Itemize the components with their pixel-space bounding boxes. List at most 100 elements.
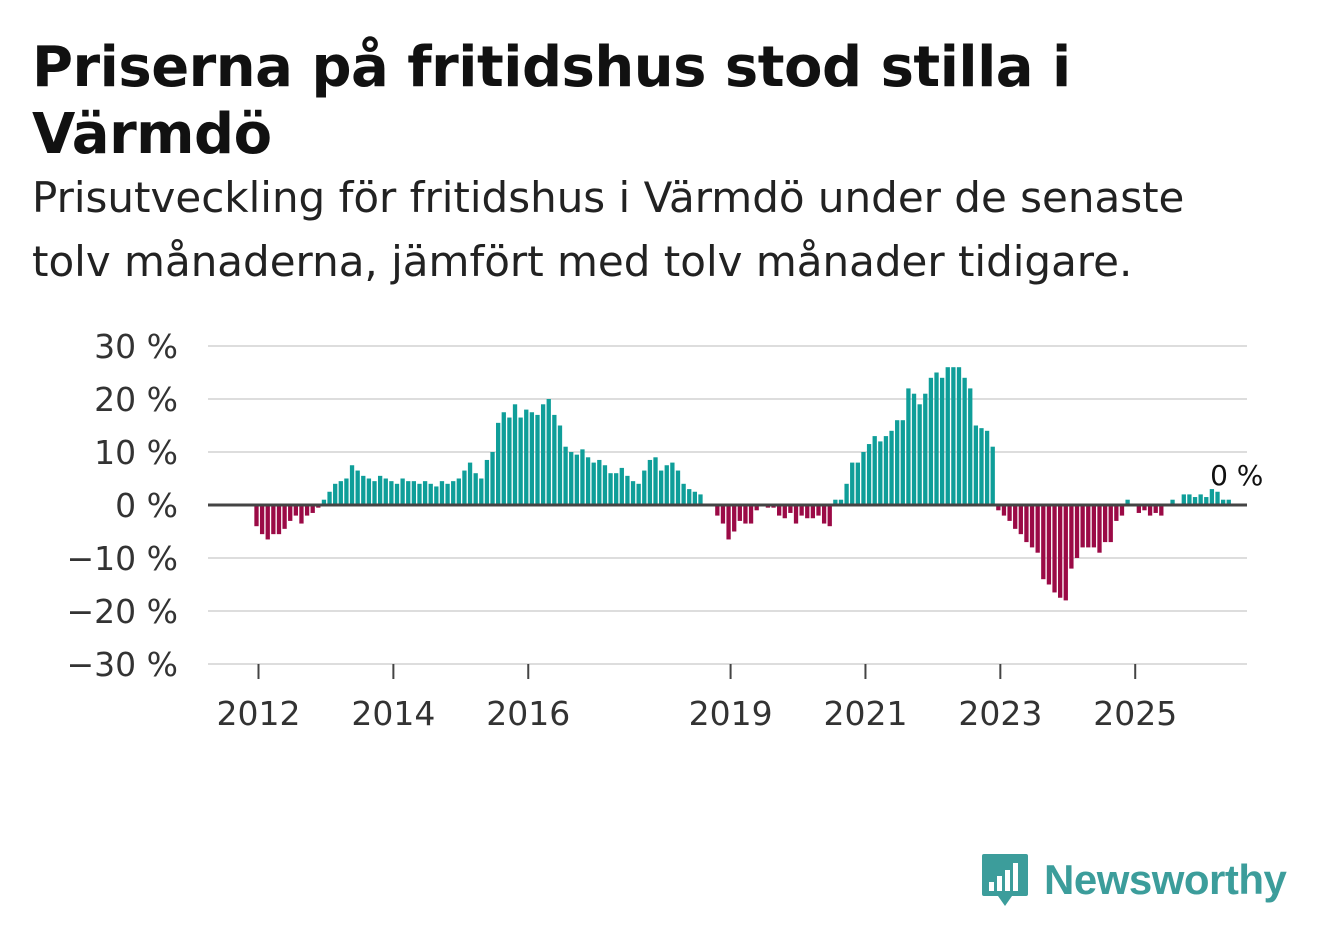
bar xyxy=(1035,505,1040,553)
bar xyxy=(923,393,928,505)
bar xyxy=(625,475,630,505)
bar xyxy=(951,367,956,505)
bar xyxy=(1142,505,1147,511)
bar xyxy=(400,478,405,505)
bar xyxy=(636,483,641,505)
bar xyxy=(417,483,422,505)
bar xyxy=(366,478,372,505)
bar xyxy=(394,483,400,505)
bar xyxy=(715,505,720,516)
bar xyxy=(310,505,315,513)
bar xyxy=(1058,505,1063,598)
bar xyxy=(990,446,995,505)
y-axis-labels: 30 % 20 % 10 % 0 % −10 % −20 % −30 % xyxy=(67,327,179,684)
bar xyxy=(608,473,613,505)
bar xyxy=(726,505,731,540)
bar xyxy=(490,452,495,505)
bar xyxy=(271,505,276,535)
bar xyxy=(1091,505,1097,548)
bar xyxy=(1159,505,1164,516)
bar xyxy=(349,465,355,505)
bar xyxy=(602,465,608,505)
bar xyxy=(327,491,332,505)
bar xyxy=(777,505,782,516)
x-tick-label: 2025 xyxy=(1093,694,1177,733)
bar xyxy=(614,473,619,505)
bar xyxy=(1052,505,1057,593)
bar xyxy=(1001,505,1007,516)
x-tick-label: 2012 xyxy=(217,694,301,733)
bar xyxy=(563,446,568,505)
bar xyxy=(968,388,973,505)
bar xyxy=(377,475,383,505)
bar xyxy=(406,481,411,505)
bar xyxy=(1114,505,1119,521)
bar xyxy=(917,404,922,505)
bar xyxy=(344,478,349,505)
bar xyxy=(1108,505,1113,543)
bar xyxy=(1007,505,1012,521)
bar xyxy=(1119,505,1125,516)
bar xyxy=(1181,494,1186,505)
bar xyxy=(805,505,810,519)
bar xyxy=(720,505,726,524)
bar xyxy=(524,409,529,505)
bar xyxy=(1220,499,1226,505)
bar xyxy=(793,505,799,524)
last-value-label: 0 % xyxy=(1210,459,1263,492)
bar xyxy=(748,505,754,524)
bar xyxy=(428,483,433,505)
bar xyxy=(1198,494,1203,505)
bar xyxy=(282,505,287,529)
bar xyxy=(529,412,535,505)
bar xyxy=(619,467,624,505)
bar xyxy=(979,428,984,505)
bar xyxy=(254,505,259,527)
brand-name: Newsworthy xyxy=(1044,856,1287,903)
bar xyxy=(535,414,540,505)
y-tick-label: 30 % xyxy=(94,327,178,366)
bar xyxy=(434,486,439,505)
bar xyxy=(827,505,832,527)
bar xyxy=(889,430,894,505)
bar xyxy=(439,481,445,505)
bar xyxy=(1136,505,1141,513)
bar xyxy=(630,481,636,505)
bar xyxy=(355,470,360,505)
bar xyxy=(866,444,872,505)
bar xyxy=(698,494,703,505)
bar xyxy=(878,441,883,505)
bar xyxy=(299,505,304,524)
bar xyxy=(743,505,748,524)
bar xyxy=(732,505,737,532)
bar xyxy=(850,462,855,505)
bar xyxy=(383,478,388,505)
bar xyxy=(737,505,742,521)
bar xyxy=(973,425,979,505)
bar xyxy=(1226,499,1231,505)
grid-lines xyxy=(208,345,1247,665)
bar xyxy=(1013,505,1018,529)
bar xyxy=(872,436,877,505)
y-tick-label: −10 % xyxy=(67,539,179,578)
bar xyxy=(833,499,838,505)
bar xyxy=(1024,505,1029,543)
newsworthy-brand: Newsworthy xyxy=(980,848,1287,912)
bar xyxy=(1209,489,1215,505)
bar xyxy=(1080,505,1085,548)
bar xyxy=(754,505,759,511)
bar xyxy=(782,505,787,519)
bar xyxy=(838,499,844,505)
bar xyxy=(321,499,327,505)
bar xyxy=(788,505,793,513)
bar xyxy=(1097,505,1102,553)
bar xyxy=(501,412,506,505)
bar xyxy=(1102,505,1108,543)
y-tick-label: 10 % xyxy=(94,433,178,472)
bar xyxy=(265,505,270,540)
bar xyxy=(883,436,889,505)
bar xyxy=(816,505,821,516)
bar xyxy=(1187,494,1192,505)
bar xyxy=(462,470,467,505)
bar xyxy=(288,505,293,521)
